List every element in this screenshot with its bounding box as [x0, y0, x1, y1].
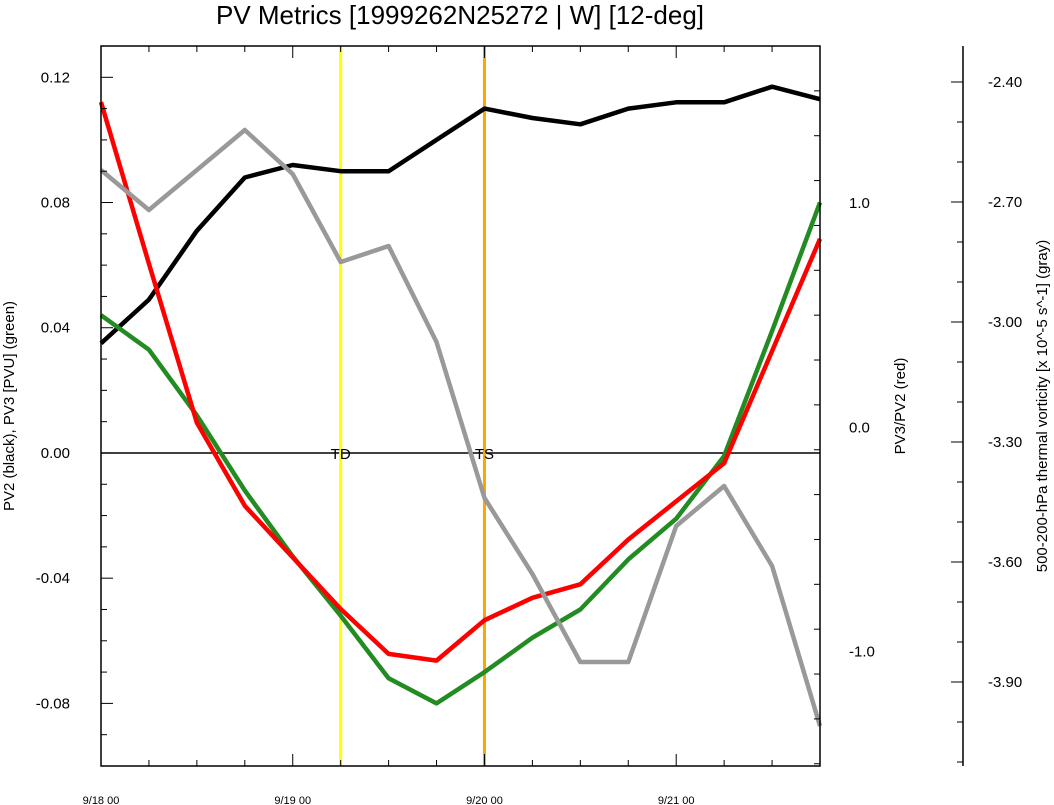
x-tick-label: 9/20 00: [466, 795, 503, 805]
event-lines-group: [339, 46, 486, 766]
right-tick-label: -1.0: [849, 644, 875, 661]
far-tick-label: -3.90: [988, 674, 1022, 691]
far-tick-label: -3.00: [988, 314, 1022, 331]
series-line-0: [99, 84, 821, 346]
series-line-3: [99, 127, 823, 727]
far-tick-label: -3.30: [988, 434, 1022, 451]
left-axis-label: PV2 (black), PV3 [PVU] (green): [1, 301, 18, 511]
right-tick-label: 1.0: [849, 195, 870, 212]
far-tick-label: -3.60: [988, 554, 1022, 571]
far-tick-label: -2.40: [988, 74, 1022, 91]
event-label-td: TD: [331, 446, 351, 463]
chart-title: PV Metrics [1999262N25272 | W] [12-deg]: [216, 0, 704, 30]
ticks-group: TD TS 9/18 00 9/19 00 9/20 00 9/21 00 -0.08 -0.…: [36, 45, 1022, 805]
left-tick-label: 0.00: [41, 445, 70, 462]
right-axis-label: PV3/PV2 (red): [892, 358, 909, 455]
x-tick-label: 9/19 00: [274, 795, 311, 805]
right-tick-label: 0.0: [849, 419, 870, 436]
x-tick-label: 9/18 00: [83, 795, 120, 805]
series-line-1: [99, 201, 823, 706]
series-line-2: [98, 101, 823, 663]
series-group: [98, 84, 823, 727]
x-tick-label: 9/21 00: [658, 795, 695, 805]
event-label-ts: TS: [475, 446, 494, 463]
left-tick-label: -0.08: [36, 695, 70, 712]
far-tick-label: -2.70: [988, 194, 1022, 211]
left-tick-label: 0.04: [41, 320, 70, 337]
far-right-axis-label: 500-200-hPa thermal vorticity [x 10^-5 s…: [1034, 240, 1051, 573]
left-tick-label: -0.04: [36, 570, 70, 587]
left-tick-label: 0.12: [41, 69, 70, 86]
plot-frame: [100, 45, 821, 767]
left-tick-label: 0.08: [41, 195, 70, 212]
